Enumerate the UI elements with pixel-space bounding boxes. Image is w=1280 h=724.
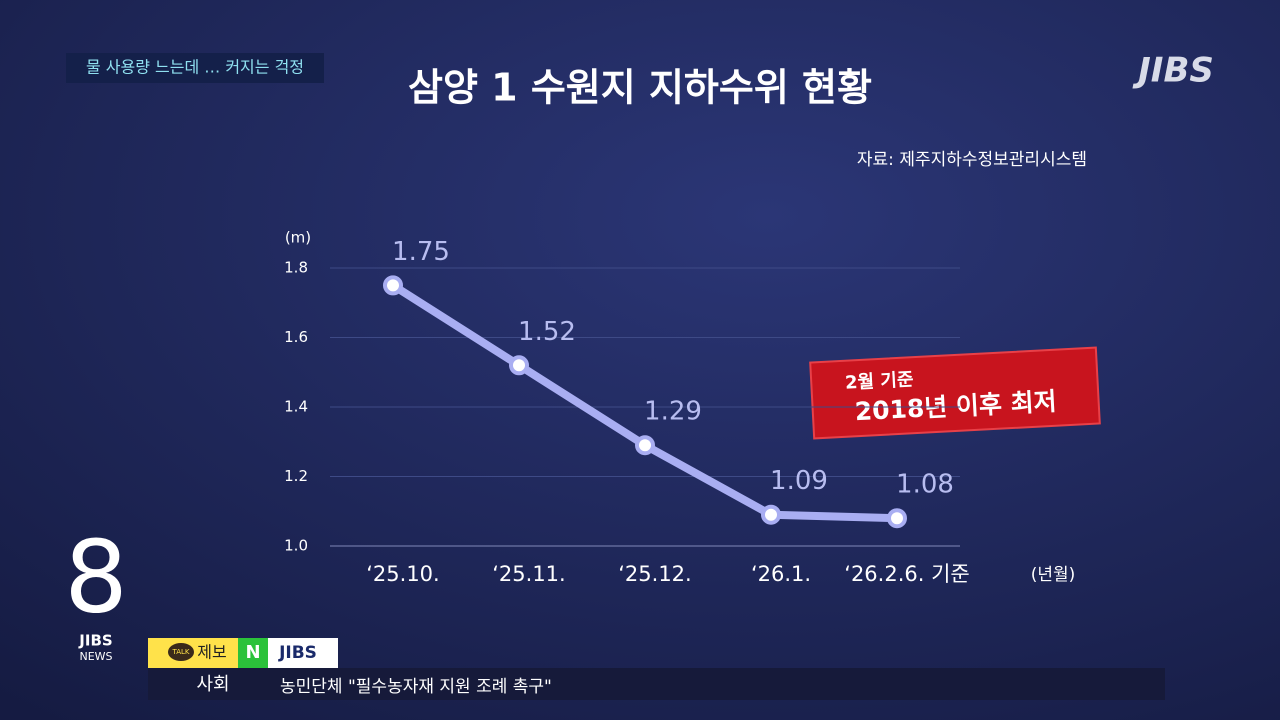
channel-name: JIBS <box>78 632 112 650</box>
y-tick-label: 1.0 <box>284 537 308 555</box>
data-label: 1.29 <box>644 397 702 427</box>
chart-title: 삼양 1 수원지 지하수위 현황 <box>408 66 872 110</box>
x-tick-label: ‘25.12. <box>618 562 691 586</box>
x-tick-label: ‘25.11. <box>492 562 565 586</box>
talk-bubble <box>168 643 194 661</box>
n-logo: N <box>245 642 260 663</box>
annotation-line1: 2월 기준 <box>845 369 914 394</box>
point <box>761 504 781 525</box>
data-label: 1.75 <box>392 237 450 267</box>
annotation-box: 2월 기준 2018년 이후 최저 <box>809 346 1101 440</box>
data-label: 1.08 <box>896 470 954 500</box>
n-box <box>238 638 268 668</box>
point <box>509 355 529 376</box>
brand: JIBS <box>278 643 317 663</box>
x-tick-label: ‘25.10. <box>366 562 439 586</box>
y-tick-label: 1.4 <box>284 398 308 416</box>
y-tick-label: 1.8 <box>284 259 308 277</box>
y-axis-label: (m) <box>285 229 311 247</box>
y-tick-label: 1.2 <box>284 467 308 485</box>
ticker-section: 사회 <box>196 674 229 695</box>
talk: TALK <box>171 648 189 656</box>
logo: JIBS <box>1132 51 1214 91</box>
x-tick-label: ‘26.2.6. 기준 <box>844 562 969 586</box>
channel-number: 8 <box>64 518 128 635</box>
annotation-bg <box>809 346 1101 440</box>
headline-tag: 물 사용량 느는데 … 커지는 걱정 <box>86 58 304 77</box>
ticker-bar <box>148 668 1165 700</box>
source: 자료: 제주지하수정보관리시스템 <box>857 150 1087 170</box>
data-label: 1.52 <box>518 317 576 347</box>
point <box>383 275 403 296</box>
channel-sub: NEWS <box>79 650 112 663</box>
brand-box <box>268 638 338 668</box>
x-tick-label: ‘26.1. <box>751 562 811 586</box>
data-label: 1.09 <box>770 466 828 496</box>
x-axis-label: (년월) <box>1031 565 1076 585</box>
ticker-headline: 농민단체 "필수농자재 지원 조례 촉구" <box>280 677 552 697</box>
report: 제보 <box>197 643 226 662</box>
headline-tag-box <box>66 53 324 83</box>
point <box>887 508 907 529</box>
y-tick-label: 1.6 <box>284 328 308 346</box>
point <box>635 435 655 456</box>
